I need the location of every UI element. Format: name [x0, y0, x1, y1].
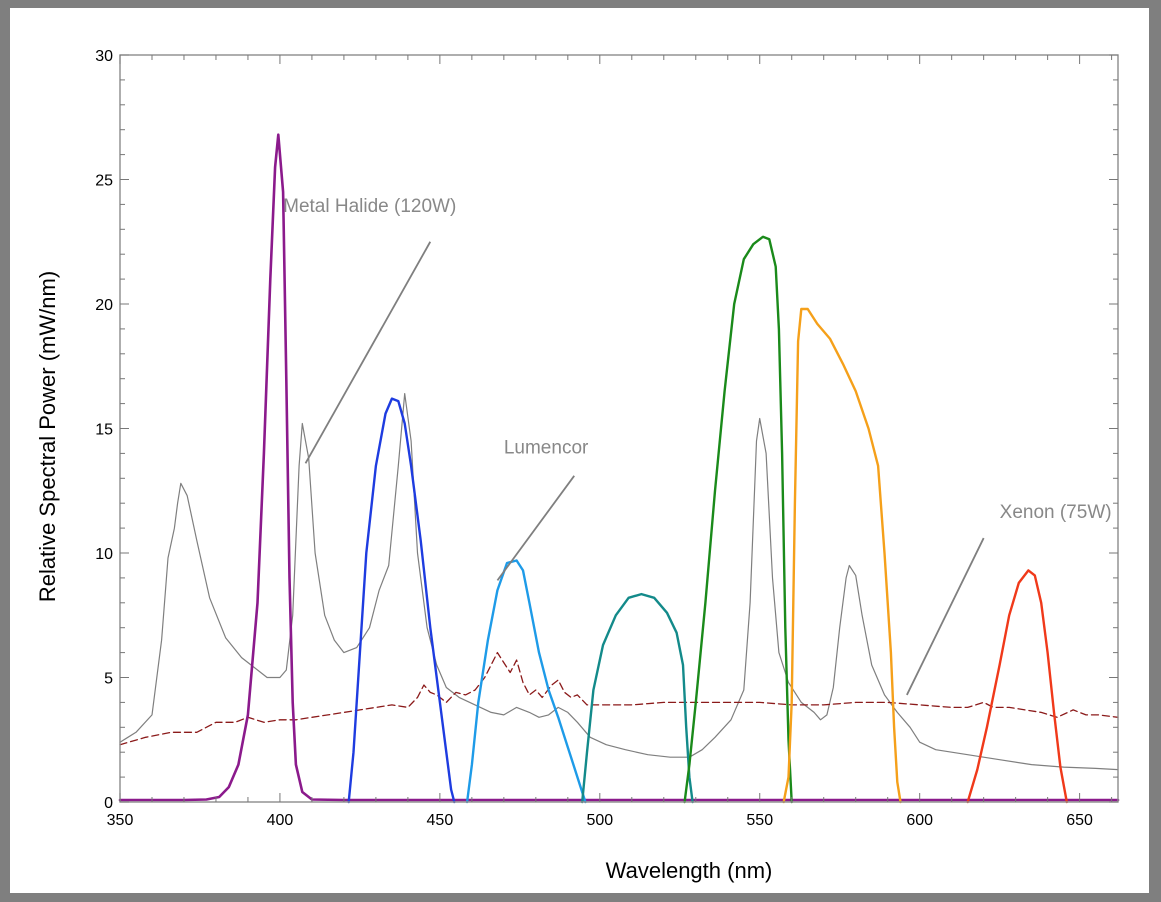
x-tick-label: 450 — [427, 812, 454, 829]
y-tick-label: 5 — [104, 671, 113, 688]
series-line-7 — [782, 307, 902, 804]
annotations: Metal Halide (120W) Lumencor Xenon (75W) — [283, 196, 1112, 696]
series-line-3 — [347, 397, 456, 804]
x-tick-label: 500 — [586, 812, 613, 829]
series-layer — [118, 133, 1120, 804]
annotation-pointer — [496, 475, 575, 581]
annotation-pointer — [304, 241, 432, 464]
annotation-label: Xenon (75W) — [1000, 502, 1112, 523]
series-line-8 — [966, 569, 1068, 804]
y-tick-label: 20 — [95, 297, 113, 314]
x-tick-label: 350 — [107, 812, 134, 829]
y-tick-label: 15 — [95, 422, 113, 439]
x-tick-label: 600 — [906, 812, 933, 829]
series-line-1 — [119, 651, 1119, 746]
series-line-0 — [119, 393, 1119, 771]
series-line-2 — [118, 133, 1120, 802]
axis-ticks: 350 400 450 500 550 600 650 0 5 10 15 20 25 30 — [95, 48, 1118, 829]
series-line-4 — [465, 559, 587, 804]
x-tick-label: 550 — [746, 812, 773, 829]
series-line-6 — [683, 235, 793, 804]
series-line-5 — [581, 592, 694, 804]
x-tick-label: 650 — [1066, 812, 1093, 829]
plot-area-border — [119, 54, 1119, 803]
annotation-label: Metal Halide (120W) — [283, 196, 456, 217]
annotation-pointer — [906, 537, 985, 696]
y-tick-label: 10 — [95, 546, 113, 563]
y-tick-label: 30 — [95, 48, 113, 65]
y-axis-title: Relative Spectral Power (mW/nm) — [35, 271, 60, 602]
y-tick-label: 25 — [95, 173, 113, 190]
chart-frame: 350 400 450 500 550 600 650 0 5 10 15 20 25 30 Metal … — [10, 8, 1149, 893]
x-tick-label: 400 — [267, 812, 294, 829]
spectral-power-chart: 350 400 450 500 550 600 650 0 5 10 15 20 25 30 Metal … — [35, 48, 1120, 883]
x-axis-title: Wavelength (nm) — [606, 858, 773, 883]
annotation-label: Lumencor — [504, 437, 589, 458]
y-tick-label: 0 — [104, 795, 113, 812]
